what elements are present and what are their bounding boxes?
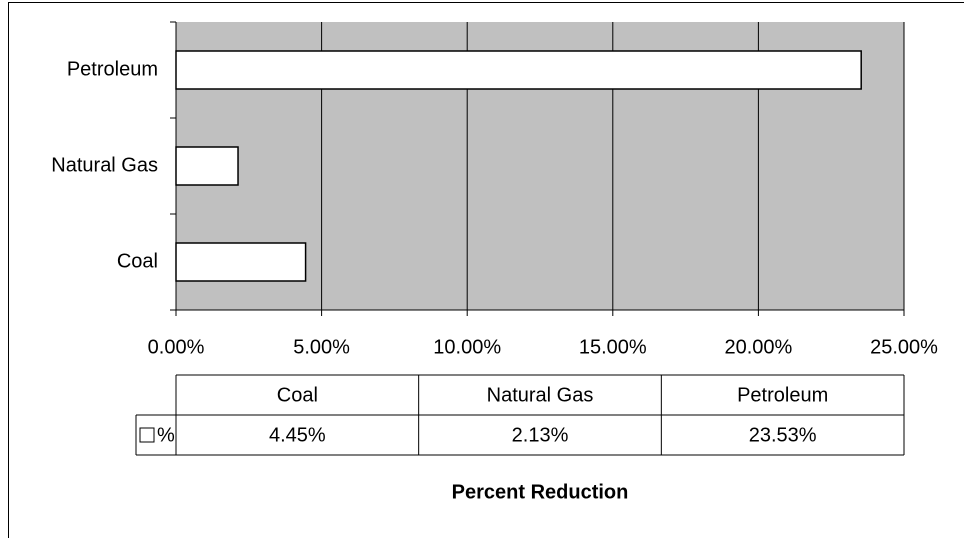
table-value: 2.13%	[512, 424, 569, 446]
x-axis-title: Percent Reduction	[452, 481, 629, 503]
table-header: Coal	[277, 384, 318, 406]
bar	[175, 50, 862, 90]
x-tick-label: 5.00%	[293, 336, 350, 358]
y-tick-label: Natural Gas	[51, 154, 158, 176]
x-tick-label: 0.00%	[148, 336, 205, 358]
y-tick-label: Coal	[117, 250, 158, 272]
legend-label: %	[157, 424, 175, 446]
table-value: 23.53%	[749, 424, 817, 446]
bar	[175, 146, 239, 186]
x-tick-label: 25.00%	[870, 336, 938, 358]
table-value: 4.45%	[269, 424, 326, 446]
x-tick-label: 15.00%	[579, 336, 647, 358]
legend-key	[139, 427, 155, 443]
table-header: Petroleum	[737, 384, 828, 406]
table-header: Natural Gas	[487, 384, 594, 406]
y-tick-label: Petroleum	[67, 58, 158, 80]
bar	[175, 242, 307, 282]
x-tick-label: 10.00%	[433, 336, 501, 358]
x-tick-label: 20.00%	[724, 336, 792, 358]
